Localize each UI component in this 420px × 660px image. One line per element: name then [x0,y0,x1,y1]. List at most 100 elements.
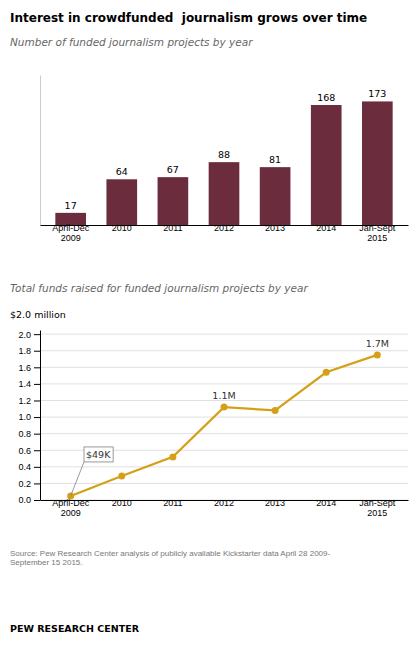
x-tick-label: 2011 [163,223,182,233]
grid-line [40,383,408,384]
text-line: 2012 [214,223,234,233]
x-tick-label: 2014 [316,223,336,233]
bar [260,167,291,225]
marker [323,369,330,376]
grid-line [40,483,408,484]
y-tick-mark [34,483,40,484]
x-tick: April-Dec2009 [52,223,90,243]
y-tick-mark [34,367,40,368]
data-label: 88 [218,149,230,160]
x-tick: Jan-Sept2015 [359,223,396,243]
y-tick-label: 1.4 [18,379,31,389]
y-tick-mark [34,450,40,451]
grid-line [40,367,408,368]
x-tick-label: 2010 [112,498,132,508]
grid [40,334,408,500]
y-tick-label: 1.8 [18,346,31,356]
x-tick-label: Jan-Sept2015 [359,498,396,518]
title: Interest in crowdfunded journalism grows… [10,11,367,25]
text-line: Jan-Sept [359,498,396,508]
y-tick-label: 0.8 [18,429,31,439]
data-labels: 1764678881168173 [65,88,387,210]
y-tick-label: 1.2 [18,396,31,406]
x-tick: 2014 [316,498,336,508]
chart: Interest in crowdfunded journalism grows… [0,0,420,660]
bar [158,177,189,225]
source: Source: Pew Research Center analysis of … [10,549,331,567]
y-tick: 0.4 [18,462,40,472]
y-tick: 1.6 [18,363,40,373]
x-tick: 2010 [112,223,132,233]
y-tick-mark [34,417,40,418]
x-tick-label: 2012 [214,223,234,233]
text-line: 2011 [163,223,182,233]
text-line: 2014 [316,498,336,508]
text-line: 2013 [265,498,285,508]
grid-line [40,433,408,434]
grid-line [40,466,408,467]
bars [55,101,392,225]
x-tick: 2011 [163,223,182,233]
annotation-connector [71,462,84,496]
y-axis: 0.0 0.2 0.4 0.6 0.8 1.0 1.2 1.4 1.6 1.8 2.0 [18,330,40,506]
text-line: April-Dec [52,223,90,233]
annotation-text: 1.1M [212,390,235,401]
y-tick-label: 0.4 [18,462,31,472]
text-line: 2012 [214,498,234,508]
text-line: 2010 [112,498,132,508]
annotation-box [84,447,113,462]
bar [362,101,393,225]
y-tick-mark [34,384,40,385]
text-line: April-Dec [52,498,90,508]
annotation: $49K [71,447,113,496]
annotations: $49K 1.1M 1.7M [71,338,389,496]
x-axis: April-Dec2009 2010 2011 2012 2013 2014 Jan-Sep… [41,223,409,243]
x-tick-label: April-Dec2009 [52,223,90,243]
subtitle: Number of funded journalism projects by … [10,36,253,48]
x-tick: 2014 [316,223,336,233]
x-tick: 2012 [214,498,234,508]
bar [106,179,137,225]
y-tick-label: 1.0 [18,412,31,422]
data-label: 17 [65,200,77,211]
text-line: 2009 [61,233,81,243]
x-tick-label: 2012 [214,498,234,508]
subtitle: Total funds raised for funded journalism… [10,282,308,294]
bar [311,105,342,225]
x-tick-label: 2014 [316,498,336,508]
text-line: 2011 [163,498,182,508]
annotation-text: 1.7M [366,338,389,349]
x-tick: 2010 [112,498,132,508]
x-tick: Jan-Sept2015 [359,498,396,518]
grid-line [40,334,408,335]
line-chart: 0.0 0.2 0.4 0.6 0.8 1.0 1.2 1.4 1.6 1.8 2.0 April-D… [18,330,408,519]
text-line: 2015 [367,508,387,518]
annotation-text: $49K [86,449,111,460]
x-axis: April-Dec2009 2010 2011 2012 2013 2014 Jan-Sep… [41,498,409,518]
x-tick-label: 2013 [265,223,285,233]
data-label: 64 [116,166,128,177]
x-tick: 2011 [163,498,182,508]
y-axis-line [40,331,41,501]
data-label: 168 [317,92,335,103]
y-tick: 2.0 [18,330,40,340]
data-label: 173 [368,88,386,99]
bar-chart: April-Dec2009 2010 2011 2012 2013 2014 Jan-Sep… [41,76,409,244]
y-tick: 1.2 [18,396,40,406]
y-tick-label: 1.6 [18,363,31,373]
y-tick-label: 0.0 [18,495,31,505]
text-line: 2009 [61,508,81,518]
y-tick: 0.0 [18,495,40,505]
text-line: September 15 2015. [10,558,83,567]
text-line: 2015 [367,233,387,243]
y-tick-label: 0.2 [18,479,31,489]
data-label: 81 [269,154,281,165]
y-axis-line [40,76,41,226]
y-tick-label: 0.6 [18,446,31,456]
text-line: 2014 [316,223,336,233]
x-tick: 2013 [265,223,285,233]
x-tick: 2013 [265,498,285,508]
y-tick: 1.4 [18,379,40,389]
x-tick-label: Jan-Sept2015 [359,223,396,243]
y-tick: 1.8 [18,346,40,356]
